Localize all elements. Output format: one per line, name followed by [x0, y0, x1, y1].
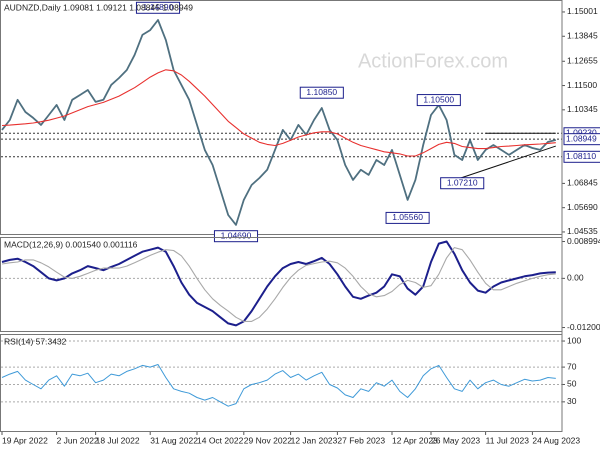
series-line — [1, 247, 556, 322]
y-tick-label: 1.04535 — [567, 226, 598, 236]
y-tick-label: 30 — [567, 396, 577, 406]
y-tick-label: 1.12655 — [567, 56, 598, 66]
panel-title: AUDNZD,Daily 1.09081 1.09121 1.08845 1.0… — [4, 2, 193, 12]
y-tick-label: 50 — [567, 379, 577, 389]
annotation-box — [299, 86, 344, 99]
annotation-box — [135, 1, 181, 14]
y-tick-label: 100 — [567, 335, 581, 345]
y-tick-label: 1.15001 — [567, 6, 598, 16]
series-line — [1, 69, 556, 157]
x-tick-label: 12 Jan 2023 — [291, 435, 338, 445]
y-tick-label: -0.012008 — [567, 322, 600, 332]
level-label-box — [563, 150, 600, 163]
level-label: 1.08949 — [566, 133, 597, 143]
annotation-box — [416, 94, 461, 107]
level-label-box — [563, 133, 600, 146]
y-tick-label: 1.11500 — [567, 80, 597, 90]
y-tick-label: 70 — [567, 361, 577, 371]
y-tick-label: 1.06845 — [567, 178, 598, 188]
x-tick-label: 12 Apr 2023 — [392, 435, 438, 445]
x-tick-label: 27 Feb 2023 — [337, 435, 385, 445]
x-tick-label: 19 Apr 2022 — [2, 435, 48, 445]
y-tick-label: 0.00 — [567, 273, 584, 283]
annotation-box — [213, 230, 259, 243]
series-line — [1, 240, 556, 327]
watermark: ActionForex.com — [358, 50, 508, 72]
x-tick-label: 26 May 2023 — [431, 435, 480, 445]
panel-title: MACD(12,26,9) 0.001540 0.001116 — [4, 239, 138, 249]
series-line — [1, 19, 557, 226]
y-tick-label: 1.05690 — [567, 202, 598, 212]
x-tick-label: 29 Nov 2022 — [244, 435, 292, 445]
annotation-label: 1.07210 — [447, 177, 478, 187]
series-line — [1, 364, 556, 407]
annotation-box — [440, 177, 485, 190]
x-tick-label: 31 Aug 2022 — [150, 435, 198, 445]
level-label: 1.09230 — [566, 128, 597, 138]
y-tick-label: 1.13845 — [567, 31, 598, 41]
x-tick-label: 2 Jun 2022 — [57, 435, 99, 445]
trend-line — [454, 145, 556, 181]
annotation-label: 1.14890 — [143, 2, 174, 12]
y-tick-label: 0.008994 — [567, 236, 600, 246]
x-tick-label: 18 Jul 2022 — [96, 435, 140, 445]
panel-title: RSI(14) 57.3432 — [4, 336, 67, 346]
x-tick-label: 24 Aug 2023 — [532, 435, 580, 445]
annotation-label: 1.05560 — [392, 212, 423, 222]
annotation-label: 1.10500 — [423, 94, 454, 104]
x-tick-label: 14 Oct 2022 — [197, 435, 244, 445]
annotation-label: 1.04690 — [221, 230, 252, 240]
annotation-box — [385, 211, 430, 224]
level-label: 1.08110 — [566, 151, 596, 161]
annotation-label: 1.10850 — [306, 87, 337, 97]
y-tick-label: 1.10345 — [567, 104, 598, 114]
x-tick-label: 11 Jul 2023 — [486, 435, 530, 445]
